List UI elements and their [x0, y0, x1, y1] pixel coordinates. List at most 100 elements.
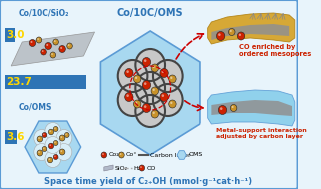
Circle shape	[42, 50, 44, 52]
Text: CO: CO	[146, 166, 156, 170]
Polygon shape	[208, 13, 295, 44]
Circle shape	[160, 92, 168, 101]
Circle shape	[237, 32, 245, 40]
Circle shape	[232, 106, 234, 108]
Circle shape	[153, 60, 183, 92]
Text: OMS: OMS	[188, 153, 203, 157]
Circle shape	[120, 153, 121, 155]
Text: Co/10C/OMS: Co/10C/OMS	[117, 8, 184, 18]
Text: Metal-support interaction
adjusted by carbon layer: Metal-support interaction adjusted by ca…	[216, 128, 307, 139]
Circle shape	[135, 95, 165, 127]
Text: Co°: Co°	[126, 153, 137, 157]
Circle shape	[126, 94, 129, 97]
Circle shape	[230, 30, 232, 32]
Polygon shape	[100, 31, 200, 155]
Text: 23.7: 23.7	[6, 77, 32, 87]
Circle shape	[229, 29, 235, 36]
Circle shape	[170, 77, 172, 79]
Circle shape	[29, 40, 36, 46]
Circle shape	[65, 132, 69, 138]
Circle shape	[45, 43, 51, 50]
Circle shape	[151, 64, 159, 72]
Text: SiO₂: SiO₂	[115, 166, 128, 170]
Circle shape	[144, 59, 146, 62]
Circle shape	[239, 34, 241, 36]
Circle shape	[56, 143, 72, 160]
Circle shape	[135, 49, 165, 81]
Circle shape	[53, 154, 58, 160]
Circle shape	[59, 135, 65, 141]
Circle shape	[220, 107, 222, 110]
Circle shape	[169, 100, 176, 108]
Circle shape	[34, 129, 50, 146]
Circle shape	[37, 150, 43, 156]
Circle shape	[161, 70, 164, 73]
FancyBboxPatch shape	[4, 75, 86, 89]
Circle shape	[45, 136, 61, 153]
Circle shape	[125, 68, 133, 77]
Circle shape	[218, 105, 227, 115]
Polygon shape	[208, 90, 295, 126]
Text: 3.6: 3.6	[6, 132, 25, 142]
Circle shape	[54, 156, 56, 157]
Circle shape	[36, 37, 42, 43]
Circle shape	[56, 129, 72, 146]
Text: CO enriched by
ordered mesopores: CO enriched by ordered mesopores	[239, 44, 311, 57]
FancyBboxPatch shape	[4, 28, 15, 42]
Circle shape	[126, 70, 129, 73]
Circle shape	[144, 105, 146, 108]
Circle shape	[170, 102, 172, 104]
Circle shape	[43, 147, 45, 149]
Circle shape	[54, 142, 56, 143]
Circle shape	[60, 47, 62, 49]
Polygon shape	[211, 24, 289, 40]
Text: 3.0: 3.0	[6, 30, 25, 40]
Circle shape	[142, 104, 151, 112]
Circle shape	[119, 152, 124, 158]
Circle shape	[45, 150, 61, 167]
Text: Co/OMS: Co/OMS	[19, 102, 52, 111]
Circle shape	[140, 166, 142, 168]
Circle shape	[53, 140, 58, 146]
Circle shape	[51, 53, 53, 55]
Circle shape	[151, 110, 159, 118]
Polygon shape	[11, 32, 95, 66]
Circle shape	[144, 82, 146, 85]
Circle shape	[54, 128, 56, 129]
Circle shape	[37, 38, 39, 40]
Circle shape	[161, 94, 164, 97]
Circle shape	[153, 84, 183, 116]
Circle shape	[53, 39, 58, 45]
Circle shape	[65, 133, 67, 135]
Circle shape	[142, 57, 151, 67]
Circle shape	[134, 100, 141, 108]
Circle shape	[67, 43, 72, 49]
Circle shape	[160, 68, 168, 77]
Circle shape	[54, 40, 56, 42]
Circle shape	[59, 46, 65, 53]
Circle shape	[37, 136, 43, 142]
Circle shape	[135, 77, 137, 79]
Circle shape	[169, 75, 176, 83]
Circle shape	[41, 49, 46, 55]
Circle shape	[59, 149, 65, 155]
Text: Co/10C/SiO₂: Co/10C/SiO₂	[19, 8, 69, 17]
Circle shape	[49, 130, 51, 132]
Circle shape	[216, 32, 225, 40]
Circle shape	[118, 84, 147, 116]
Text: H₂: H₂	[134, 166, 141, 170]
Circle shape	[102, 153, 104, 155]
Circle shape	[53, 126, 58, 132]
Circle shape	[135, 72, 165, 104]
FancyBboxPatch shape	[4, 130, 17, 144]
Circle shape	[30, 41, 32, 43]
Polygon shape	[211, 100, 292, 116]
Text: Carbon layer: Carbon layer	[150, 153, 191, 157]
Circle shape	[50, 52, 56, 58]
Circle shape	[42, 132, 47, 138]
Polygon shape	[177, 151, 186, 159]
Circle shape	[48, 158, 50, 160]
Circle shape	[48, 129, 54, 135]
Circle shape	[60, 150, 62, 152]
Circle shape	[152, 66, 155, 68]
